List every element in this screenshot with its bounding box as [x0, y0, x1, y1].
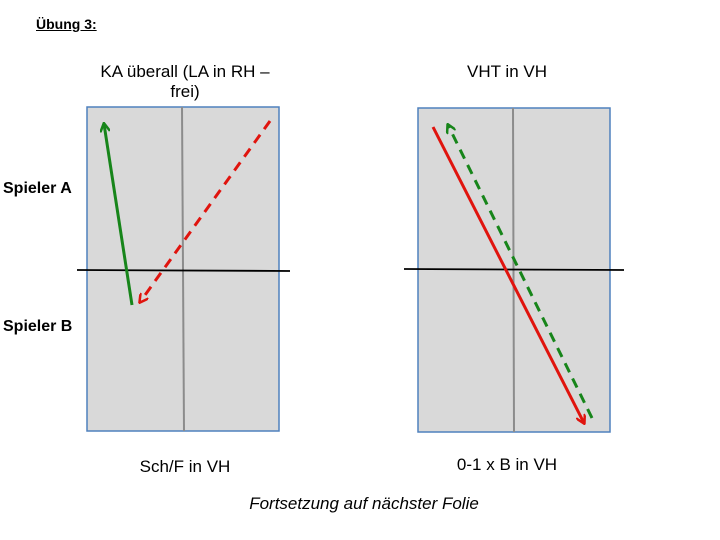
right-table-net	[403, 268, 625, 271]
left-green-solid-arrow	[104, 124, 134, 306]
left-table-center-line	[181, 106, 185, 432]
exercise-title: Übung 3:	[36, 16, 97, 32]
footer-note: Fortsetzung auf nächster Folie	[249, 494, 479, 513]
left-table	[76, 106, 291, 432]
right-diagram-bottom-caption: 0-1 x B in VH	[456, 455, 558, 474]
right-red-solid-arrow	[431, 126, 584, 423]
right-table	[403, 107, 625, 433]
player-a-label: Spieler A	[3, 180, 72, 197]
left-red-dashed-arrow	[140, 120, 272, 302]
left-diagram-top-caption: KA überall (LA in RH – frei)	[100, 62, 270, 101]
right-diagram-top-caption: VHT in VH	[467, 62, 547, 81]
left-diagram-bottom-caption: Sch/F in VH	[139, 457, 231, 476]
right-green-dashed-arrow	[448, 125, 594, 419]
left-table-net	[76, 269, 291, 272]
player-b-label: Spieler B	[3, 318, 73, 335]
